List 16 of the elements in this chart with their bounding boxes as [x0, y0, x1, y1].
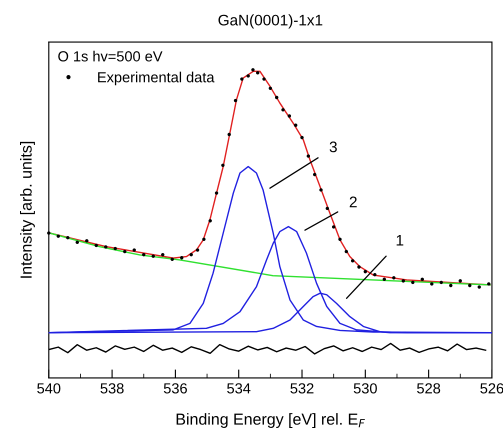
x-tick-label: 540 — [37, 383, 60, 394]
annotation: 1 — [396, 235, 404, 246]
y-axis-title: Intensity [arb. units] — [20, 142, 35, 278]
x-tick-label: 538 — [100, 383, 124, 394]
x-tick-label: 536 — [164, 383, 187, 394]
x-tick-label: 528 — [417, 383, 440, 394]
legend-label: Experimental data — [98, 72, 214, 86]
x-tick-label: 526 — [480, 383, 503, 394]
annotation: 2 — [350, 196, 357, 208]
legend-title: O 1s hv=500 eV — [58, 50, 162, 62]
annotation: 3 — [330, 141, 337, 152]
chart-title: GaN(0001)-1x1 — [218, 14, 322, 29]
x-tick-label: 532 — [290, 383, 314, 394]
x-tick-label: 534 — [227, 383, 250, 394]
x-tick-label: 530 — [354, 383, 377, 394]
x-axis-title: Binding Energy [eV] rel. E$_{F}$ — [176, 413, 365, 428]
